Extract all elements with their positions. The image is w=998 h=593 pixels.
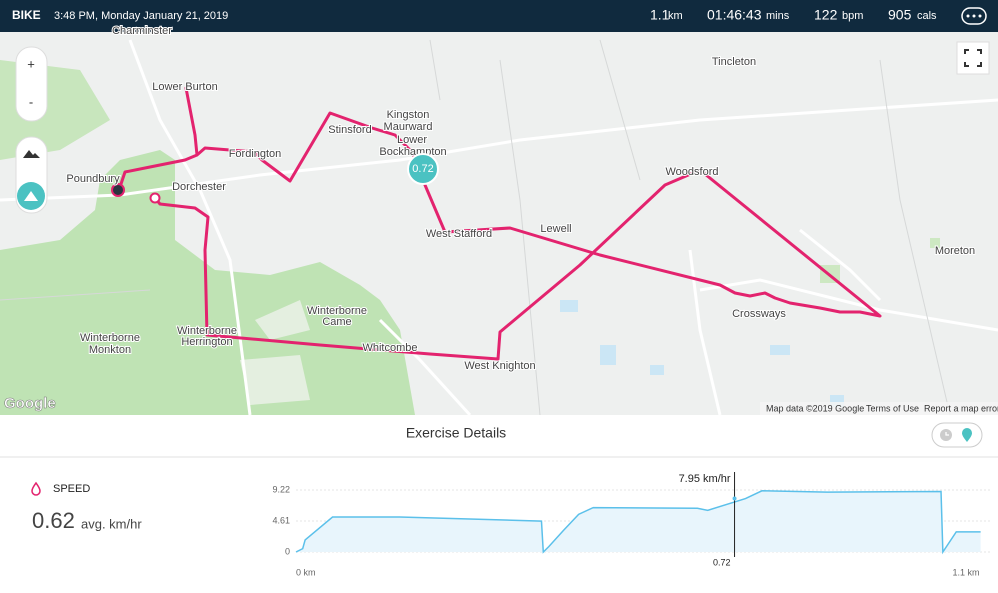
place-label: West Stafford: [426, 228, 492, 240]
cursor-x: 0.72: [713, 557, 731, 567]
report-link[interactable]: Report a map error: [924, 403, 998, 413]
place-label: Lower Burton: [152, 81, 217, 93]
green-patch: [240, 300, 310, 405]
layer-control[interactable]: [15, 136, 48, 214]
y-tick-label: 9.22: [272, 484, 290, 494]
datetime: 3:48 PM, Monday January 21, 2019: [54, 10, 228, 22]
place-label: Tincleton: [712, 56, 756, 68]
place-label: Bockhampton: [379, 146, 446, 158]
stat-value: 905: [888, 7, 912, 23]
activity: BIKE: [12, 8, 41, 22]
stat-value: 1.1: [650, 7, 670, 23]
cursor-point: [732, 496, 737, 501]
place-label: Fordington: [229, 148, 282, 160]
metric-name: SPEED: [53, 483, 90, 495]
y-tick-label: 0: [285, 546, 290, 556]
place-label: Crossways: [732, 308, 786, 320]
details-title: Exercise Details: [406, 425, 506, 441]
x-tick-label: 0 km: [296, 567, 316, 577]
cursor-value: 7.95 km/hr: [679, 473, 731, 485]
place-label: Maurward: [384, 121, 433, 133]
place-label: Winterborne: [80, 332, 140, 344]
speed-area: [296, 490, 981, 552]
marker-label: 0.72: [412, 163, 433, 175]
place-label: Winterborne: [307, 305, 367, 317]
place-label: Lower: [397, 134, 427, 146]
place-label: Poundbury: [66, 173, 120, 185]
attribution: Map data ©2019 Google: [766, 403, 864, 413]
place-label: Herrington: [181, 336, 232, 348]
stat-value: 01:46:43: [707, 7, 762, 23]
x-tick-label: 1.1 km: [952, 567, 979, 577]
route: [116, 86, 882, 361]
header-bar: [0, 0, 998, 32]
map[interactable]: Charminster Lower Burton Stinsford Kings…: [0, 24, 998, 417]
route-start: [149, 192, 161, 204]
minor-roads: [0, 39, 951, 416]
green-patch: [930, 238, 940, 248]
place-label: Monkton: [89, 344, 131, 356]
stat-unit: mins: [766, 10, 790, 22]
place-label: Kingston: [387, 109, 430, 121]
place-label: Stinsford: [328, 124, 371, 136]
place-label: Moreton: [935, 245, 975, 257]
speed-chart: 0 4.61 9.22 0 km 1.1 km 7.95 km/hr 0.72: [272, 472, 990, 577]
average-value: 0.62: [32, 508, 75, 533]
place-label: Winterborne: [177, 325, 237, 337]
place-label: Woodsford: [666, 166, 719, 178]
zoom-control[interactable]: + -: [15, 46, 48, 122]
place-label: West Knighton: [464, 360, 535, 372]
zoom-out[interactable]: -: [29, 94, 33, 109]
place-labels: Charminster Lower Burton Stinsford Kings…: [65, 24, 976, 373]
distance-marker: 0.72: [407, 153, 439, 185]
y-tick-label: 4.61: [272, 515, 290, 525]
stat-unit: bpm: [842, 10, 863, 22]
metric-icon: [31, 481, 41, 496]
place-label: Came: [322, 316, 351, 328]
more-button[interactable]: [961, 7, 987, 25]
place-label: Charminster: [112, 25, 172, 37]
place-label: Dorchester: [172, 181, 226, 193]
stat-unit: cals: [917, 10, 937, 22]
stats: 1.1 km 01:46:43 mins 122 bpm 905 cals: [650, 7, 937, 23]
stat-unit: km: [668, 10, 683, 22]
view-toggle[interactable]: [931, 422, 983, 448]
terms-link[interactable]: Terms of Use: [866, 403, 919, 413]
attribution-bar: [760, 402, 998, 415]
map-logo: Google: [4, 395, 56, 412]
stat-value: 122: [814, 7, 838, 23]
place-label: Lewell: [540, 223, 571, 235]
route-end: [111, 183, 125, 197]
place-label: Whitcombe: [362, 342, 417, 354]
zoom-in[interactable]: +: [27, 56, 35, 71]
green-area: [0, 150, 415, 415]
speed-line: [295, 490, 981, 555]
fullscreen-button[interactable]: [956, 41, 990, 75]
average-unit: avg. km/hr: [81, 516, 142, 531]
